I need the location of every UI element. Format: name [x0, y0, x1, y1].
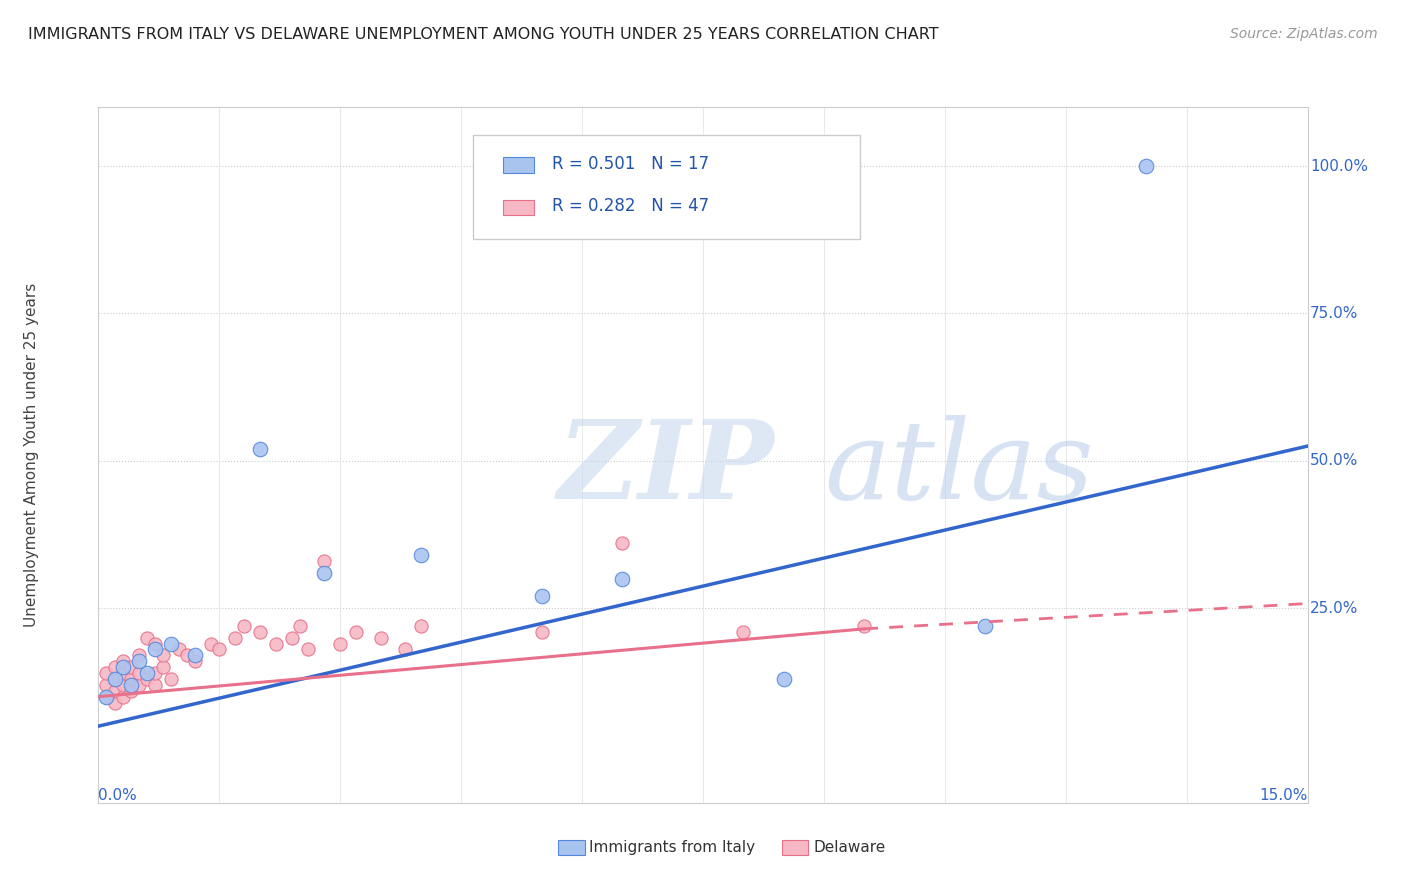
- Point: [120, 683, 142, 698]
- Point: [120, 672, 142, 686]
- Point: [143, 637, 166, 651]
- FancyBboxPatch shape: [558, 839, 585, 855]
- Point: [314, 554, 336, 568]
- Point: [143, 666, 166, 681]
- Point: [530, 590, 553, 604]
- Point: [103, 672, 125, 686]
- Point: [143, 642, 166, 657]
- Point: [103, 660, 125, 674]
- Point: [111, 654, 134, 668]
- Text: 0.0%: 0.0%: [98, 788, 138, 803]
- Point: [184, 654, 207, 668]
- Point: [160, 637, 183, 651]
- Point: [111, 678, 134, 692]
- Point: [409, 619, 432, 633]
- Text: Source: ZipAtlas.com: Source: ZipAtlas.com: [1230, 27, 1378, 41]
- Point: [344, 624, 367, 639]
- Point: [103, 672, 125, 686]
- Text: Unemployment Among Youth under 25 years: Unemployment Among Youth under 25 years: [24, 283, 39, 627]
- Text: 25.0%: 25.0%: [1310, 600, 1358, 615]
- Point: [135, 666, 157, 681]
- Point: [135, 631, 157, 645]
- Point: [120, 660, 142, 674]
- Point: [128, 678, 150, 692]
- Point: [143, 678, 166, 692]
- Text: ZIP: ZIP: [558, 415, 775, 523]
- Point: [288, 619, 311, 633]
- Point: [96, 690, 118, 704]
- Text: IMMIGRANTS FROM ITALY VS DELAWARE UNEMPLOYMENT AMONG YOUTH UNDER 25 YEARS CORREL: IMMIGRANTS FROM ITALY VS DELAWARE UNEMPL…: [28, 27, 939, 42]
- Point: [974, 619, 997, 633]
- Point: [409, 548, 432, 562]
- Point: [128, 654, 150, 668]
- Point: [772, 672, 794, 686]
- Point: [329, 637, 352, 651]
- Point: [297, 642, 319, 657]
- Text: Delaware: Delaware: [813, 840, 886, 855]
- Point: [370, 631, 392, 645]
- Text: atlas: atlas: [824, 415, 1094, 523]
- Text: 15.0%: 15.0%: [1260, 788, 1308, 803]
- Point: [314, 566, 336, 580]
- Point: [167, 642, 190, 657]
- Point: [612, 572, 634, 586]
- Point: [103, 683, 125, 698]
- Point: [176, 648, 198, 663]
- Point: [853, 619, 876, 633]
- Point: [128, 666, 150, 681]
- Point: [111, 666, 134, 681]
- Point: [152, 660, 174, 674]
- Point: [394, 642, 416, 657]
- Point: [135, 672, 157, 686]
- Text: Immigrants from Italy: Immigrants from Italy: [589, 840, 755, 855]
- Point: [96, 666, 118, 681]
- Point: [1135, 159, 1157, 173]
- Point: [232, 619, 254, 633]
- Point: [208, 642, 231, 657]
- FancyBboxPatch shape: [782, 839, 808, 855]
- FancyBboxPatch shape: [503, 157, 534, 173]
- FancyBboxPatch shape: [503, 200, 534, 215]
- Point: [96, 678, 118, 692]
- Text: R = 0.282   N = 47: R = 0.282 N = 47: [551, 197, 709, 215]
- Point: [160, 672, 183, 686]
- Point: [224, 631, 246, 645]
- Point: [111, 660, 134, 674]
- Point: [249, 442, 271, 456]
- Point: [128, 648, 150, 663]
- Point: [530, 624, 553, 639]
- Point: [111, 690, 134, 704]
- FancyBboxPatch shape: [474, 135, 860, 239]
- Point: [200, 637, 222, 651]
- Text: 100.0%: 100.0%: [1310, 159, 1368, 174]
- Point: [96, 690, 118, 704]
- Text: R = 0.501   N = 17: R = 0.501 N = 17: [551, 154, 709, 173]
- Point: [281, 631, 304, 645]
- Text: 75.0%: 75.0%: [1310, 306, 1358, 321]
- Point: [612, 536, 634, 550]
- Point: [264, 637, 287, 651]
- Point: [249, 624, 271, 639]
- Point: [152, 648, 174, 663]
- Point: [184, 648, 207, 663]
- Point: [103, 696, 125, 710]
- Text: 50.0%: 50.0%: [1310, 453, 1358, 468]
- Point: [733, 624, 755, 639]
- Point: [120, 678, 142, 692]
